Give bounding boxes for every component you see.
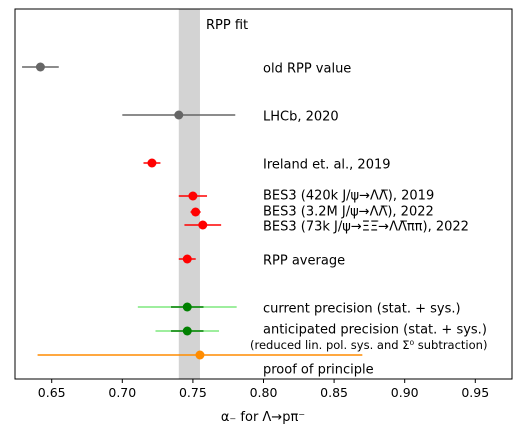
x-axis-label: α₋ for Λ→pπ⁻ bbox=[221, 410, 305, 425]
series-row: BES3 (73k J/ψ→ΞΞ̅→ΛΛ̅ππ), 2022 bbox=[184, 220, 469, 235]
series-row: LHCb, 2020 bbox=[122, 110, 339, 125]
series-label: LHCb, 2020 bbox=[263, 110, 339, 125]
data-point bbox=[188, 191, 198, 201]
series-row: RPP average bbox=[178, 254, 345, 269]
series-label: current precision (stat. + sys.) bbox=[263, 302, 461, 317]
data-point bbox=[35, 62, 45, 72]
x-tick-label: 0.90 bbox=[391, 385, 419, 400]
series-label: Ireland et. al., 2019 bbox=[263, 158, 391, 173]
series-label: proof of principle bbox=[263, 363, 374, 378]
series-label: anticipated precision (stat. + sys.) bbox=[263, 323, 487, 338]
series-row: Ireland et. al., 2019 bbox=[143, 158, 391, 173]
series-row: BES3 (420k J/ψ→ΛΛ̅), 2019 bbox=[178, 189, 434, 204]
x-tick-label: 0.80 bbox=[250, 385, 278, 400]
series-label: BES3 (3.2M J/ψ→ΛΛ̅), 2022 bbox=[263, 205, 434, 220]
rpp-fit-label: RPP fit bbox=[206, 18, 248, 33]
data-point bbox=[174, 110, 184, 120]
series-label: BES3 (420k J/ψ→ΛΛ̅), 2019 bbox=[263, 189, 434, 204]
data-point bbox=[182, 302, 192, 312]
series-label: RPP average bbox=[263, 254, 345, 269]
data-point bbox=[182, 326, 192, 336]
data-point bbox=[147, 158, 157, 168]
series-row: BES3 (3.2M J/ψ→ΛΛ̅), 2022 bbox=[190, 205, 434, 220]
series-row: proof of principle bbox=[37, 350, 374, 378]
series-row: old RPP value bbox=[22, 62, 351, 77]
x-tick-label: 0.65 bbox=[38, 385, 66, 400]
data-point bbox=[198, 220, 208, 230]
series-row: current precision (stat. + sys.) bbox=[137, 302, 461, 317]
series-label: BES3 (73k J/ψ→ΞΞ̅→ΛΛ̅ππ), 2022 bbox=[263, 220, 469, 235]
series-label: old RPP value bbox=[263, 62, 351, 77]
data-point bbox=[182, 254, 192, 264]
x-tick-label: 0.75 bbox=[179, 385, 207, 400]
data-point bbox=[195, 350, 205, 360]
x-axis: 0.65 0.70 0.75 0.80 0.85 0.90 0.95 bbox=[38, 379, 489, 400]
series-row: anticipated precision (stat. + sys.)(red… bbox=[155, 323, 487, 352]
data-point bbox=[191, 207, 201, 217]
series-layer: old RPP value LHCb, 2020 Ireland et. al., … bbox=[22, 62, 487, 378]
x-tick-label: 0.70 bbox=[108, 385, 136, 400]
series-sublabel: (reduced lin. pol. sys. and Σ⁰ subtracti… bbox=[250, 338, 487, 352]
x-tick-label: 0.95 bbox=[461, 385, 489, 400]
x-tick-label: 0.85 bbox=[320, 385, 348, 400]
